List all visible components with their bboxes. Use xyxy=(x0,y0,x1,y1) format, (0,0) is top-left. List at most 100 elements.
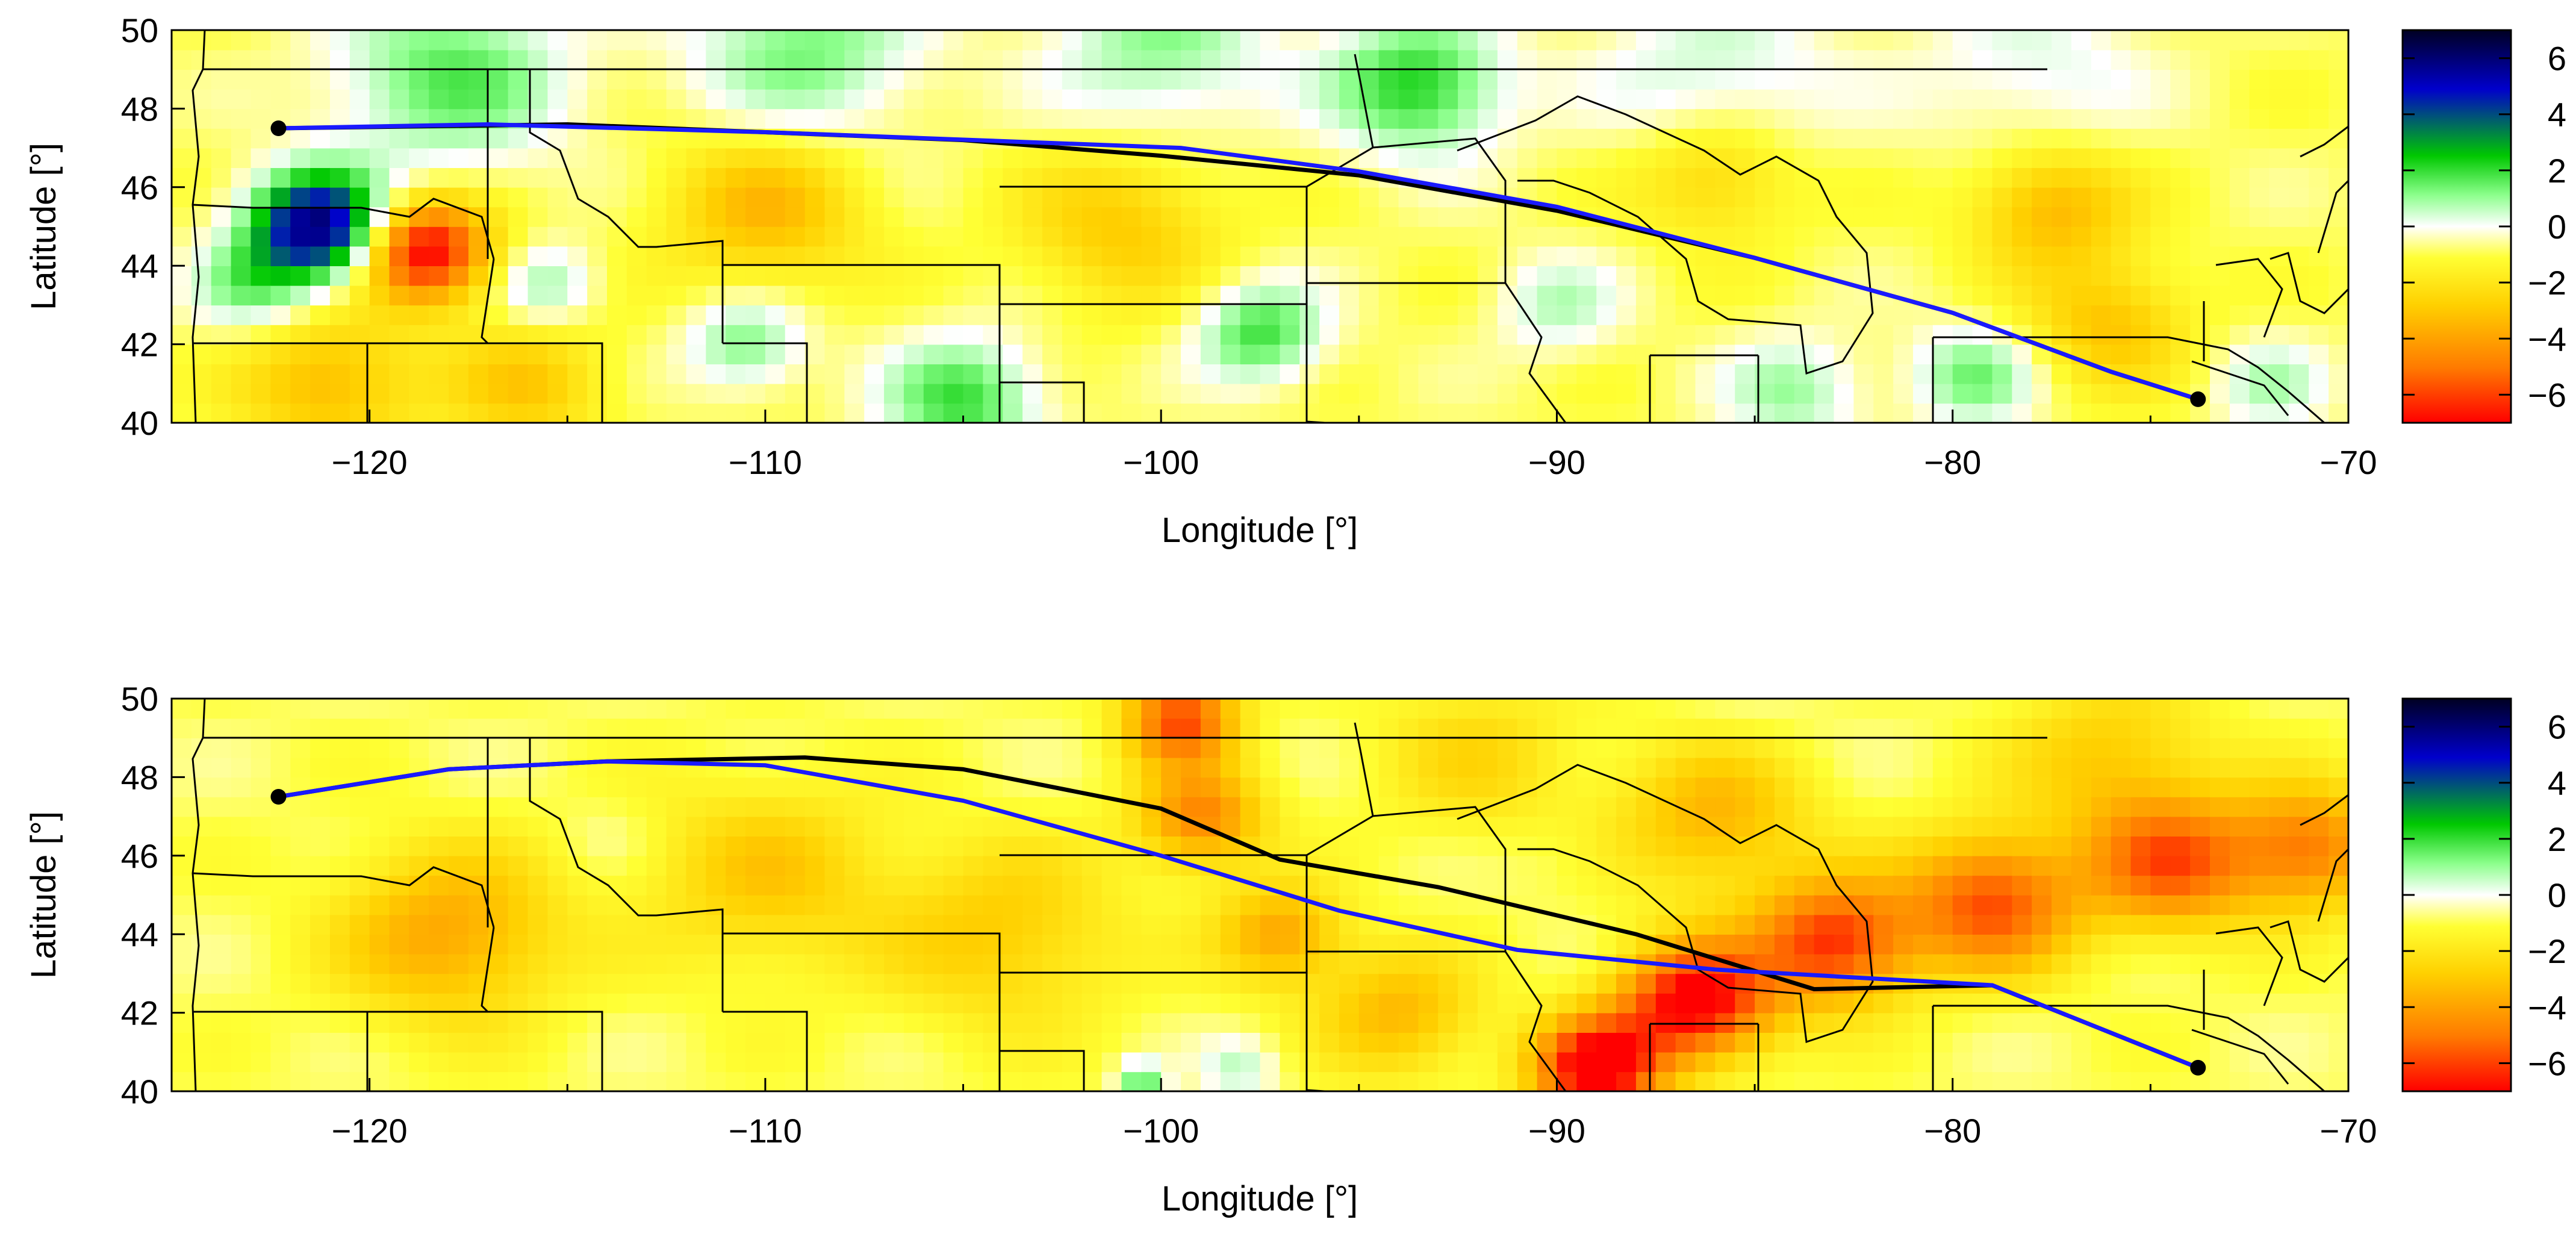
field-cell xyxy=(1517,699,1538,719)
field-cell xyxy=(172,914,192,935)
field-cell xyxy=(2170,699,2191,719)
field-cell xyxy=(1358,207,1380,227)
field-cell xyxy=(508,148,529,168)
field-cell xyxy=(1438,993,1458,1014)
field-cell xyxy=(1517,757,1538,778)
field-cell xyxy=(765,836,786,856)
field-cell xyxy=(1161,777,1181,797)
field-cell xyxy=(963,285,984,306)
field-cell xyxy=(1478,855,1498,876)
field-cell xyxy=(1319,344,1340,364)
field-cell xyxy=(1418,89,1439,110)
field-cell xyxy=(329,699,350,719)
field-cell xyxy=(1378,699,1399,719)
field-cell xyxy=(1062,266,1083,286)
field-cell xyxy=(2209,207,2230,227)
field-cell xyxy=(2329,816,2348,837)
field-cell xyxy=(1952,30,1973,51)
field-cell xyxy=(1260,305,1281,325)
field-cell xyxy=(2309,993,2329,1014)
field-cell xyxy=(864,246,885,266)
field-cell xyxy=(1319,226,1340,247)
field-cell xyxy=(369,383,390,404)
field-cell xyxy=(2229,718,2250,738)
field-cell xyxy=(1458,167,1478,188)
field-cell xyxy=(1280,914,1301,935)
field-cell xyxy=(943,1052,964,1073)
field-cell xyxy=(310,246,331,266)
field-cell xyxy=(1715,364,1736,384)
field-cell xyxy=(1913,403,1934,423)
field-cell xyxy=(508,699,529,719)
field-cell xyxy=(1378,246,1399,266)
field-cell xyxy=(2269,855,2290,876)
field-cell xyxy=(983,718,1004,738)
field-cell xyxy=(1755,167,1775,188)
field-cell xyxy=(310,1032,331,1053)
field-cell xyxy=(1181,266,1201,286)
field-cell xyxy=(1715,305,1736,325)
field-cell xyxy=(1478,993,1498,1014)
field-cell xyxy=(369,89,390,110)
field-cell xyxy=(1992,914,2013,935)
field-cell xyxy=(1774,895,1795,915)
field-cell xyxy=(270,246,291,266)
field-cell xyxy=(1200,364,1221,384)
field-cell xyxy=(1814,403,1835,423)
field-cell xyxy=(310,344,331,364)
field-cell xyxy=(1478,364,1498,384)
field-cell xyxy=(389,1071,410,1091)
field-cell xyxy=(310,30,331,51)
field-cell xyxy=(1834,226,1855,247)
field-cell xyxy=(429,364,449,384)
field-cell xyxy=(329,167,350,188)
field-cell xyxy=(1873,973,1894,994)
field-cell xyxy=(409,30,430,51)
field-cell xyxy=(1932,757,1953,778)
field-cell xyxy=(1101,69,1122,90)
field-cell xyxy=(646,895,667,915)
field-cell xyxy=(785,836,806,856)
field-cell xyxy=(666,1012,687,1033)
colorbar-tick-label: −2 xyxy=(2528,264,2566,302)
field-cell xyxy=(983,108,1004,129)
field-cell xyxy=(1101,718,1122,738)
field-cell xyxy=(884,305,904,325)
field-cell xyxy=(231,89,252,110)
field-cell xyxy=(1378,383,1399,404)
field-cell xyxy=(765,1052,786,1073)
field-cell xyxy=(2170,875,2191,896)
field-cell xyxy=(2150,699,2171,719)
field-cell xyxy=(607,148,627,168)
field-cell xyxy=(1576,738,1597,758)
field-cell xyxy=(1873,836,1894,856)
field-cell xyxy=(1913,738,1934,758)
field-cell xyxy=(844,226,865,247)
x-tick-label: −90 xyxy=(1528,1112,1585,1150)
field-cell xyxy=(607,699,627,719)
field-cell xyxy=(231,207,252,227)
field-cell xyxy=(488,836,509,856)
field-cell xyxy=(1200,89,1221,110)
field-cell xyxy=(1081,738,1103,758)
field-cell xyxy=(1497,148,1518,168)
field-cell xyxy=(1200,226,1221,247)
field-cell xyxy=(1121,403,1142,423)
field-cell xyxy=(1458,777,1478,797)
field-cell xyxy=(1635,344,1657,364)
field-cell xyxy=(1715,993,1736,1014)
field-cell xyxy=(587,816,608,837)
field-cell xyxy=(468,1032,489,1053)
field-cell xyxy=(1042,207,1063,227)
field-cell xyxy=(1062,914,1083,935)
field-cell xyxy=(1478,738,1498,758)
field-cell xyxy=(2032,777,2052,797)
field-cell xyxy=(1141,757,1162,778)
field-cell xyxy=(1557,108,1578,129)
field-cell xyxy=(1101,167,1122,188)
field-cell xyxy=(1972,699,1993,719)
field-cell xyxy=(864,148,885,168)
field-cell xyxy=(765,167,786,188)
field-cell xyxy=(1280,934,1301,955)
field-cell xyxy=(2071,325,2092,345)
